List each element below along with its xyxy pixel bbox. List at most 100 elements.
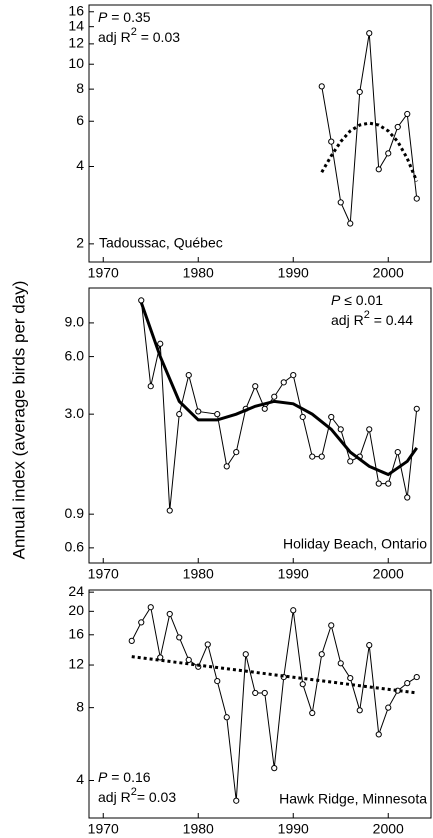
data-point [166,610,173,618]
y-tick-label: 0.6 [65,539,85,555]
x-tick-label: 1980 [183,265,214,281]
data-line [131,605,418,801]
data-point [185,372,192,379]
data-point [375,480,382,487]
data-point [375,731,382,738]
stat-annotation: P = 0.16 [98,769,151,785]
data-point [318,453,325,460]
site-label: Hawk Ridge, Minnesota [279,791,427,807]
data-point [271,765,278,772]
data-point [404,680,411,687]
data-point [157,340,164,347]
data-point [404,494,411,501]
data-point [261,405,268,412]
annotation-part: 2 [131,26,137,38]
data-point [166,507,173,514]
data-point [147,604,154,611]
stat-annotation: P = 0.35 [98,9,151,25]
y-tick-label: 3.0 [65,405,85,421]
plot-frame [88,4,432,263]
data-point [337,199,344,206]
x-tick-label: 2000 [373,821,404,837]
data-point [413,195,420,202]
y-tick-label: 4 [76,771,84,787]
data-point [318,83,325,90]
x-tick-label: 1970 [88,821,119,837]
data-point [271,393,278,400]
data-point [328,413,335,421]
data-point [261,689,268,697]
y-tick-label: 6.0 [65,347,85,363]
data-point [385,480,392,487]
y-tick-label: 20 [68,602,84,618]
fit-curve [320,121,419,182]
data-point [366,426,373,433]
annotation-part: 2 [131,786,137,798]
y-tick-label: 8 [76,80,84,96]
data-point [185,656,192,663]
data-point [299,681,306,688]
data-point [252,689,259,697]
data-point [157,654,164,661]
y-tick-label: 12 [68,656,84,672]
data-point [290,372,297,379]
data-line [321,33,418,224]
annotation-part: ≤ 0.01 [340,292,383,308]
data-point [309,453,316,460]
data-point [223,714,230,721]
stat-annotation: adj R2 = 0.44 [331,309,413,328]
data-point [413,673,420,681]
data-point [347,458,354,465]
data-point [128,637,135,644]
data-point [223,463,230,470]
y-tick-label: 0.9 [65,505,85,521]
x-tick-label: 1980 [183,821,214,837]
x-tick-label: 1970 [88,265,119,281]
x-tick-label: 2000 [373,265,404,281]
data-point [347,674,354,682]
data-point [138,297,145,304]
data-point [195,408,202,415]
data-point [337,660,344,667]
data-point [394,449,401,456]
x-tick-label: 1990 [278,265,309,281]
y-tick-label: 2 [76,235,84,251]
data-point [385,150,392,157]
y-tick-label: 4 [76,157,84,173]
x-tick-label: 2000 [373,566,404,582]
data-point [394,123,401,131]
y-tick-label: 10 [68,55,84,71]
annotation-part: = 0.03 [137,29,180,45]
x-tick-label: 1990 [278,566,309,582]
annotation-part: P [98,769,108,785]
annotation-part: = 0.44 [370,312,413,328]
data-point [252,383,259,390]
data-point [290,607,297,614]
data-point [309,709,316,717]
y-tick-label: 8 [76,698,84,714]
annotation-part: adj R [331,312,364,328]
annotation-part: = 0.03 [137,789,177,805]
data-point [176,411,183,418]
data-point [328,622,335,629]
data-point [242,651,249,658]
y-tick-label: 14 [68,17,84,33]
annotation-part: adj R [98,789,131,805]
plot-frame [88,589,432,819]
y-tick-label: 16 [68,625,84,641]
annotation-part: = 0.35 [107,9,150,25]
data-point [404,110,411,118]
data-point [337,426,344,433]
x-tick-label: 1990 [278,821,309,837]
plot-frame [88,287,432,564]
x-tick-label: 1980 [183,566,214,582]
data-point [204,641,211,648]
data-point [138,619,145,626]
data-point [233,797,240,804]
annotation-part: = 0.16 [107,769,150,785]
data-point [413,405,420,412]
site-label: Holiday Beach, Ontario [283,536,427,552]
data-point [280,379,287,386]
data-point [318,651,325,658]
